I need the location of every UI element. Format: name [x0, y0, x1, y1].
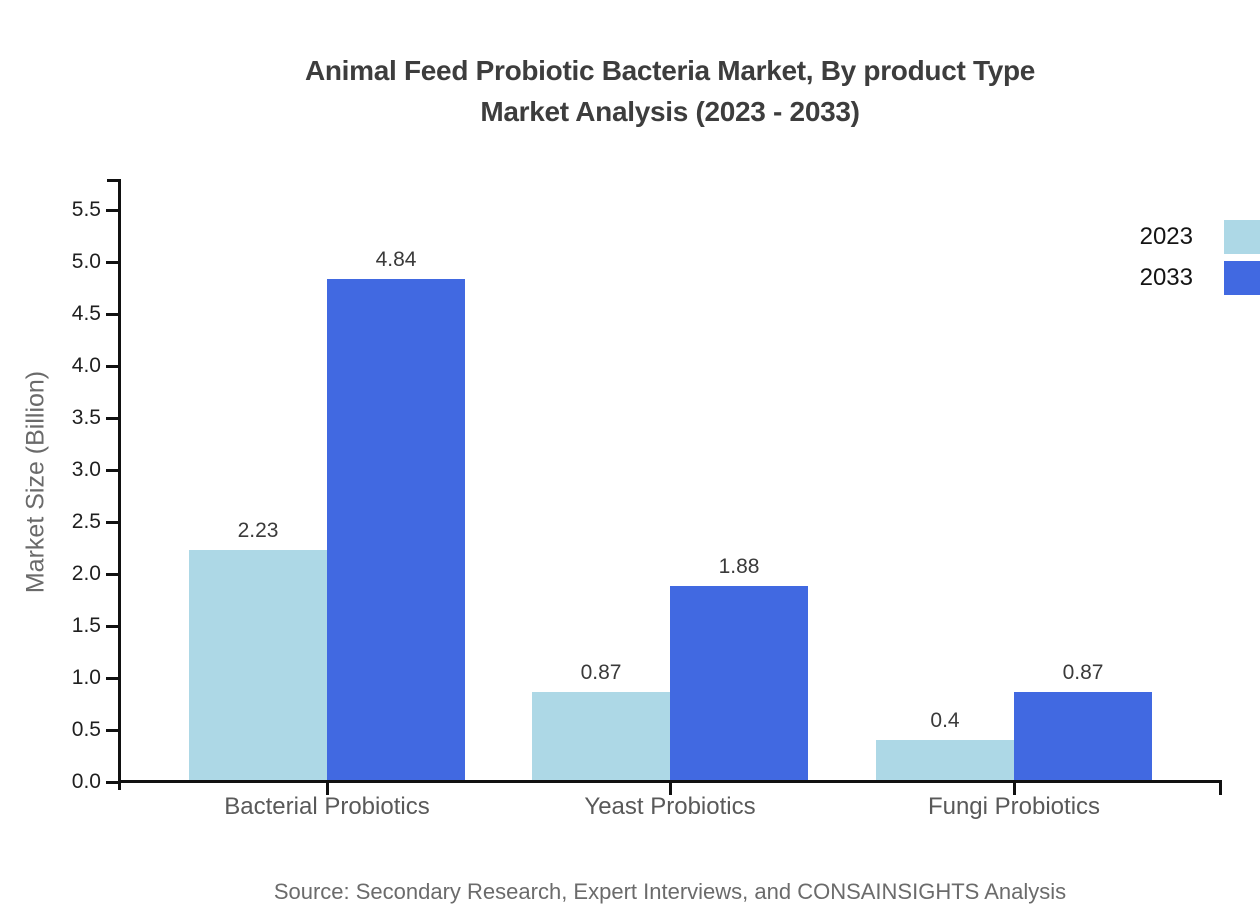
x-category-label-yeast-probiotics: Yeast Probiotics [584, 793, 756, 820]
legend-swatch-2023 [1224, 220, 1260, 254]
x-category-label-bacterial-probiotics: Bacterial Probiotics [224, 793, 430, 820]
y-tick-label-2.0: 2.0 [71, 562, 101, 585]
y-tick-label-4.5: 4.5 [71, 302, 101, 325]
chart-title-line1: Animal Feed Probiotic Bacteria Market, B… [304, 55, 1036, 86]
y-tick-mark-5.5 [106, 208, 120, 212]
bar-value-label-2023-fungi-probiotics: 0.4 [930, 709, 960, 733]
y-tick-label-1.5: 1.5 [71, 614, 101, 637]
bar-value-label-2023-bacterial-probiotics: 2.23 [237, 519, 279, 543]
bar-2033-bacterial-probiotics [327, 278, 465, 782]
bar-2023-bacterial-probiotics [189, 550, 327, 782]
x-tick-mark-yeast-probiotics [668, 782, 672, 795]
y-tick-label-3.0: 3.0 [71, 458, 101, 481]
y-tick-label-4.0: 4.0 [71, 354, 101, 377]
y-tick-label-3.5: 3.5 [71, 406, 101, 429]
x-tick-mark-fungi-probiotics [1012, 782, 1016, 795]
source-note: Source: Secondary Research, Expert Inter… [273, 879, 1067, 904]
bar-value-label-2023-yeast-probiotics: 0.87 [580, 660, 622, 684]
bar-2033-fungi-probiotics [1014, 691, 1152, 782]
legend-label-2023: 2023 [1139, 223, 1193, 250]
x-tick-mark-bacterial-probiotics [325, 782, 329, 795]
y-tick-mark-0.5 [106, 728, 120, 732]
y-tick-mark-0.0 [106, 780, 120, 784]
y-tick-label-2.5: 2.5 [71, 510, 101, 533]
y-tick-label-5.5: 5.5 [71, 198, 101, 221]
y-tick-mark-5.0 [106, 260, 120, 264]
legend-label-2033: 2033 [1139, 264, 1193, 291]
legend-swatch-2033 [1224, 261, 1260, 295]
y-tick-mark-3.0 [106, 468, 120, 472]
y-tick-mark-2.0 [106, 572, 120, 576]
y-axis-end-cap [107, 179, 121, 182]
x-category-label-fungi-probiotics: Fungi Probiotics [927, 793, 1101, 820]
y-tick-mark-2.5 [106, 520, 120, 524]
x-axis-end-cap [1219, 780, 1222, 795]
y-tick-mark-3.5 [106, 416, 120, 420]
chart-title: Animal Feed Probiotic Bacteria Market, B… [40, 50, 1260, 132]
y-axis-title: Market Size (Billion) [21, 370, 50, 594]
y-tick-label-0.0: 0.0 [71, 770, 101, 793]
y-tick-label-5.0: 5.0 [71, 250, 101, 273]
bar-value-label-2033-bacterial-probiotics: 4.84 [375, 247, 417, 271]
y-tick-mark-1.0 [106, 676, 120, 680]
y-tick-mark-4.5 [106, 312, 120, 316]
y-axis-line [118, 179, 121, 790]
bar-2033-yeast-probiotics [670, 586, 808, 782]
y-tick-mark-1.5 [106, 624, 120, 628]
y-tick-mark-4.0 [106, 364, 120, 368]
bar-2023-fungi-probiotics [876, 740, 1014, 782]
bar-2023-yeast-probiotics [532, 691, 670, 782]
bar-value-label-2033-fungi-probiotics: 0.87 [1062, 660, 1104, 684]
y-tick-label-0.5: 0.5 [71, 718, 101, 741]
chart-title-line2: Market Analysis (2023 - 2033) [480, 96, 860, 127]
bar-value-label-2033-yeast-probiotics: 1.88 [718, 555, 760, 579]
y-tick-label-1.0: 1.0 [71, 666, 101, 689]
x-axis-line [118, 780, 1222, 783]
